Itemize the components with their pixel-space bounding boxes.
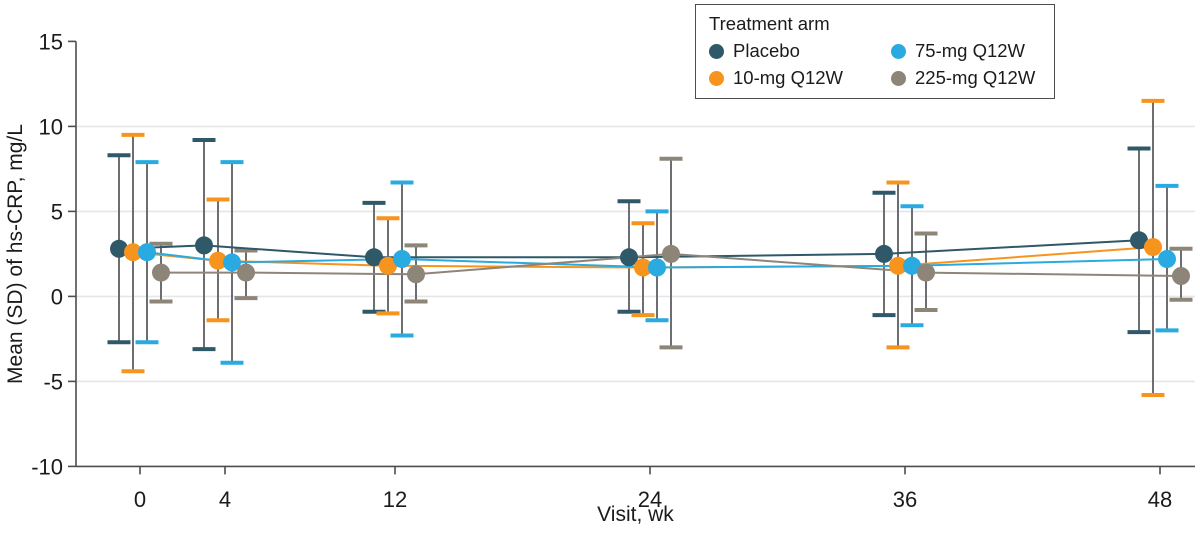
data-point-225-mg-q12w-wk4 <box>237 263 255 282</box>
legend-item-label: 75-mg Q12W <box>915 40 1026 61</box>
data-point-75-mg-q12w-wk24 <box>648 258 666 277</box>
y-tick-label: -10 <box>31 454 63 479</box>
series-line-225-mg-q12w <box>161 252 1182 277</box>
data-point-placebo-wk4 <box>195 236 213 255</box>
legend-item-label: 10-mg Q12W <box>733 67 844 88</box>
data-point-225-mg-q12w-wk0 <box>152 263 170 282</box>
data-point-10-mg-q12w-wk0 <box>124 243 142 262</box>
x-tick-label: 4 <box>219 487 231 512</box>
legend-item-label: 225-mg Q12W <box>915 67 1036 88</box>
data-point-225-mg-q12w-wk24 <box>662 244 680 263</box>
legend-swatch-icon <box>709 70 724 86</box>
data-point-75-mg-q12w-wk0 <box>138 243 156 262</box>
data-point-10-mg-q12w-wk24 <box>634 258 652 277</box>
x-tick-label: 12 <box>383 487 407 512</box>
data-point-10-mg-q12w-wk4 <box>209 251 227 270</box>
data-point-10-mg-q12w-wk12 <box>379 256 397 275</box>
data-point-75-mg-q12w-wk36 <box>903 256 921 275</box>
data-point-placebo-wk24 <box>620 248 638 267</box>
legend-items: Placebo 10-mg Q12W 75-mg Q12W 225-mg Q12W <box>709 41 1042 88</box>
legend-title: Treatment arm <box>709 13 830 34</box>
legend: Treatment arm Placebo 10-mg Q12W 75-mg Q12… <box>695 4 1055 99</box>
data-point-75-mg-q12w-wk4 <box>223 253 241 272</box>
y-tick-label: -5 <box>43 369 63 394</box>
y-tick-label: 15 <box>39 29 63 54</box>
legend-swatch-icon <box>709 43 724 59</box>
legend-item-75-mg-q12w: 75-mg Q12W <box>891 41 1042 61</box>
y-axis-title: Mean (SD) of hs-CRP, mg/L <box>4 124 27 384</box>
series-line-placebo <box>118 239 1140 259</box>
data-point-225-mg-q12w-wk12 <box>407 265 425 284</box>
data-point-placebo-wk12 <box>365 248 383 267</box>
data-point-placebo-wk48 <box>1130 231 1148 250</box>
x-tick-label: 0 <box>134 487 146 512</box>
legend-item-225-mg-q12w: 225-mg Q12W <box>891 68 1042 88</box>
legend-item-10-mg-q12w: 10-mg Q12W <box>709 68 891 88</box>
y-tick-label: 5 <box>51 199 63 224</box>
legend-swatch-icon <box>891 70 906 86</box>
y-tick-label: 10 <box>39 114 63 139</box>
data-point-10-mg-q12w-wk36 <box>889 256 907 275</box>
data-point-225-mg-q12w-wk36 <box>917 263 935 282</box>
legend-item-placebo: Placebo <box>709 41 891 61</box>
legend-item-label: Placebo <box>733 40 800 61</box>
data-point-placebo-wk0 <box>110 239 128 258</box>
data-point-10-mg-q12w-wk48 <box>1144 238 1162 257</box>
data-point-placebo-wk36 <box>875 244 893 263</box>
x-axis-title: Visit, wk <box>597 503 674 526</box>
x-tick-label: 36 <box>893 487 917 512</box>
data-point-75-mg-q12w-wk48 <box>1158 250 1176 268</box>
data-point-75-mg-q12w-wk12 <box>393 250 411 268</box>
x-tick-label: 24 <box>638 487 662 512</box>
y-tick-label: 0 <box>51 284 63 309</box>
x-tick-label: 48 <box>1148 487 1172 512</box>
legend-swatch-icon <box>891 43 906 59</box>
data-point-225-mg-q12w-wk48 <box>1172 267 1190 285</box>
